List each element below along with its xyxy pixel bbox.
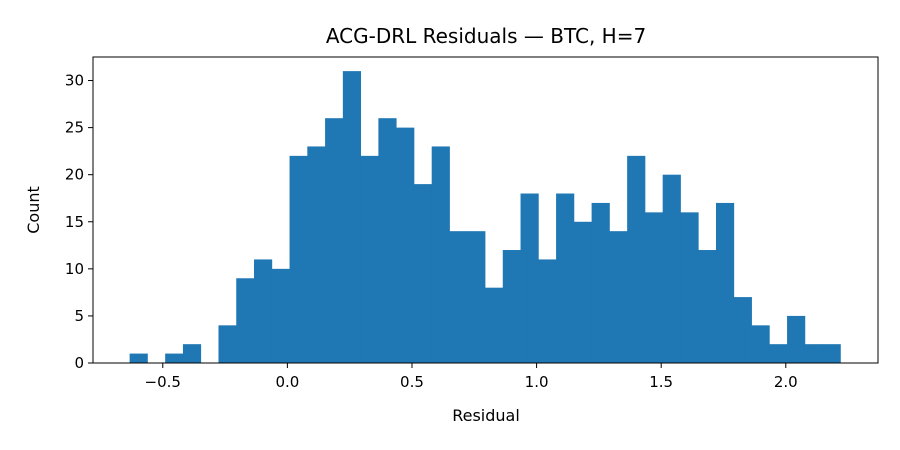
x-tick-label: 0.5 — [400, 373, 424, 391]
y-tick-label: 25 — [65, 119, 84, 137]
histogram-bar — [342, 71, 362, 364]
plot-frame — [92, 56, 879, 364]
histogram-bar — [325, 118, 344, 363]
y-tick-label: 20 — [65, 166, 84, 184]
histogram-bar — [698, 250, 717, 363]
x-tick-label: 1.0 — [525, 373, 549, 391]
y-tick-label: 0 — [74, 354, 84, 372]
histogram-bar — [396, 127, 415, 364]
histogram-bar — [378, 118, 397, 363]
histogram-bar — [360, 155, 379, 363]
histogram-bar — [822, 344, 841, 363]
histogram-bar — [715, 202, 735, 363]
histogram-bar — [591, 202, 610, 363]
histogram-bar — [431, 146, 450, 363]
y-tick-label: 5 — [74, 307, 84, 325]
histogram-bar — [467, 231, 486, 363]
histogram-bar — [236, 278, 255, 363]
histogram-bar — [751, 325, 770, 363]
y-axis: 0 5 10 15 20 25 30 — [65, 72, 93, 372]
histogram-bar — [271, 268, 290, 363]
x-tick-label: −0.5 — [145, 373, 181, 391]
y-tick-label: 10 — [65, 260, 84, 278]
y-axis-label: Count — [24, 186, 43, 234]
x-tick-label: 1.5 — [649, 373, 673, 391]
histogram-bar — [609, 231, 628, 363]
histogram-bar — [218, 325, 237, 363]
histogram-bar — [680, 212, 699, 363]
histogram-bar — [556, 193, 575, 363]
histogram-bar — [254, 259, 273, 363]
bars-group — [129, 71, 841, 364]
histogram-bar — [129, 353, 148, 363]
x-tick-label: 2.0 — [774, 373, 798, 391]
x-tick-label: 0.0 — [275, 373, 299, 391]
histogram-bar — [520, 193, 539, 363]
histogram-bar — [644, 212, 664, 363]
histogram-bar — [413, 184, 433, 363]
histogram-bar — [289, 155, 308, 363]
y-tick-label: 15 — [65, 213, 84, 231]
histogram-bar — [165, 353, 184, 363]
histogram-bar — [733, 297, 752, 363]
x-axis: −0.5 0.0 0.5 1.0 1.5 2.0 — [145, 363, 798, 391]
histogram-bar — [804, 344, 823, 363]
histogram-bar — [627, 155, 646, 363]
histogram-bar — [787, 315, 806, 363]
histogram-bar — [662, 174, 681, 363]
histogram-bar — [573, 221, 593, 363]
histogram-bar — [449, 231, 468, 363]
histogram-bar — [307, 146, 326, 363]
y-tick-label: 30 — [65, 72, 84, 90]
histogram-bar — [769, 344, 788, 363]
histogram-bar — [485, 287, 504, 363]
x-axis-label: Residual — [452, 406, 520, 425]
histogram-bar — [502, 250, 521, 363]
histogram-bar — [182, 344, 202, 363]
chart-title: ACG-DRL Residuals — BTC, H=7 — [326, 24, 646, 48]
histogram-bar — [538, 259, 557, 363]
